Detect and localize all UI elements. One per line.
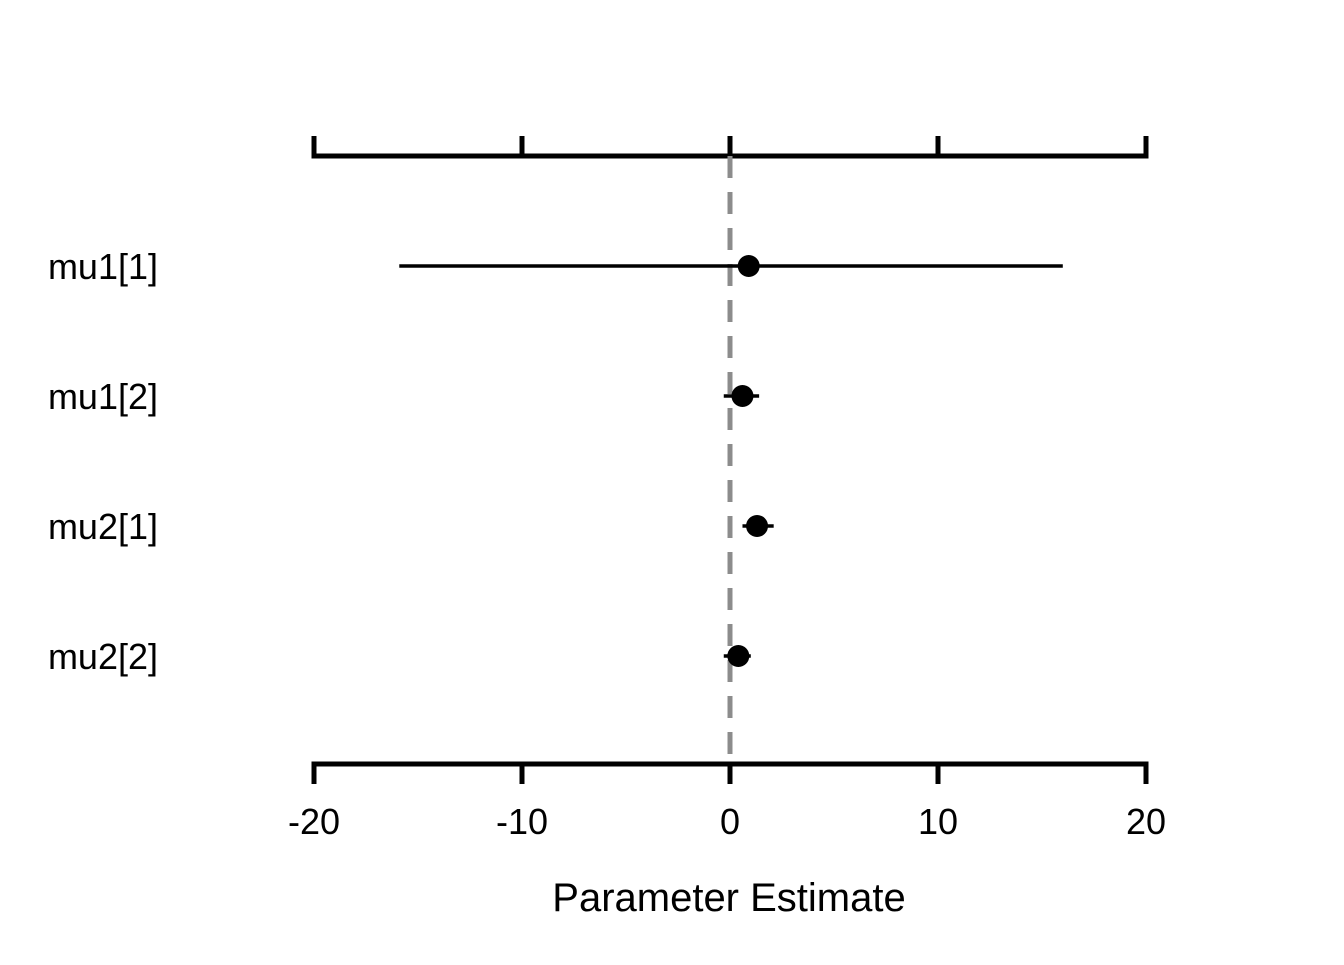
parameter-label: mu2[1]: [48, 506, 158, 547]
estimate-point: [731, 385, 754, 407]
parameter-label: mu1[2]: [48, 376, 158, 417]
x-tick-label: 20: [1126, 801, 1166, 842]
x-tick-label: 10: [918, 801, 958, 842]
estimate-point: [727, 645, 750, 667]
interval-group: [399, 255, 1063, 667]
estimate-point: [746, 515, 769, 537]
x-axis-title: Parameter Estimate: [552, 876, 905, 920]
parameter-label: mu2[2]: [48, 636, 158, 677]
x-tick-label: 0: [720, 801, 740, 842]
x-tick-label: -20: [288, 801, 340, 842]
parameter-label-group: mu1[1] mu1[2] mu2[1] mu2[2]: [48, 246, 158, 677]
x-tick-label: -10: [496, 801, 548, 842]
estimate-point: [737, 255, 760, 277]
top-axis: [311, 136, 1149, 159]
bottom-axis: -20 -10 0 10 20: [288, 761, 1166, 842]
parameter-label: mu1[1]: [48, 246, 158, 287]
